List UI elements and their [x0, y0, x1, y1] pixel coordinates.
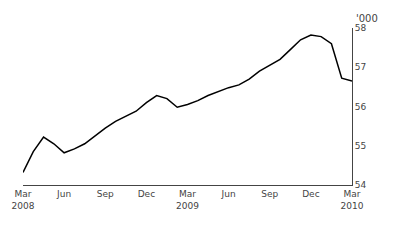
svg-text:Mar2010: Mar2010: [341, 189, 364, 211]
svg-text:Dec: Dec: [302, 189, 319, 199]
svg-text:Dec: Dec: [138, 189, 155, 199]
svg-text:Jun: Jun: [56, 189, 71, 199]
svg-text:55: 55: [355, 141, 366, 151]
svg-text:'000: '000: [356, 13, 378, 24]
svg-text:Jun: Jun: [221, 189, 236, 199]
svg-text:57: 57: [355, 62, 366, 72]
svg-text:Sep: Sep: [261, 189, 278, 199]
svg-text:56: 56: [355, 102, 367, 112]
svg-text:58: 58: [355, 23, 367, 33]
svg-text:54: 54: [355, 180, 367, 190]
svg-text:Mar2009: Mar2009: [176, 189, 199, 211]
svg-text:Sep: Sep: [97, 189, 114, 199]
svg-text:Mar2008: Mar2008: [12, 189, 35, 211]
